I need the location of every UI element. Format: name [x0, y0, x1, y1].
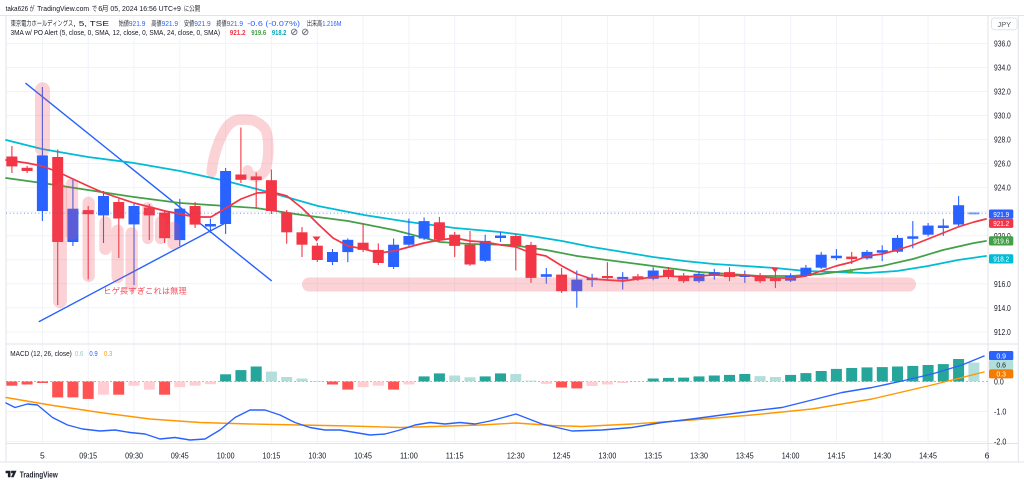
svg-text:-2.0: -2.0 — [994, 437, 1007, 447]
svg-text:912.0: 912.0 — [994, 327, 1011, 337]
svg-text:10:30: 10:30 — [308, 450, 326, 460]
svg-text:936.0: 936.0 — [994, 39, 1011, 49]
svg-text:928.0: 928.0 — [994, 135, 1011, 145]
svg-text:09:30: 09:30 — [125, 450, 143, 460]
svg-text:6: 6 — [98, 4, 102, 13]
svg-text:920.0: 920.0 — [994, 231, 1011, 241]
svg-text:916.0: 916.0 — [994, 279, 1011, 289]
svg-text:-1.0: -1.0 — [994, 407, 1007, 417]
svg-text:932.0: 932.0 — [994, 87, 1011, 97]
svg-text:12:30: 12:30 — [507, 450, 525, 460]
svg-text:921.2: 921.2 — [993, 219, 1009, 228]
svg-text:0.9: 0.9 — [996, 351, 1006, 360]
svg-text:6: 6 — [985, 450, 990, 460]
svg-text:0.0: 0.0 — [994, 377, 1004, 387]
svg-text:10:45: 10:45 — [354, 450, 372, 460]
svg-text:921.9: 921.9 — [194, 19, 211, 28]
svg-text:13:30: 13:30 — [690, 450, 708, 460]
svg-text:05, 2024 16:56 UTC+9: 05, 2024 16:56 UTC+9 — [110, 4, 180, 13]
svg-text:11:00: 11:00 — [400, 450, 418, 460]
svg-text:TradingView.com: TradingView.com — [37, 4, 89, 13]
svg-text:taka626: taka626 — [6, 4, 29, 13]
svg-text:11:15: 11:15 — [446, 450, 464, 460]
svg-text:0.3: 0.3 — [996, 370, 1006, 379]
svg-text:921.9: 921.9 — [993, 210, 1009, 219]
svg-text:-0.6 (-0.07%): -0.6 (-0.07%) — [247, 19, 300, 28]
svg-text:0.6: 0.6 — [75, 349, 83, 358]
svg-text:13:15: 13:15 — [644, 450, 662, 460]
svg-text:934.0: 934.0 — [994, 63, 1011, 73]
svg-text:5: 5 — [40, 450, 45, 460]
svg-text:921.9: 921.9 — [129, 19, 146, 28]
svg-text:918.2: 918.2 — [272, 28, 287, 37]
svg-text:921.9: 921.9 — [227, 19, 244, 28]
svg-text:0.9: 0.9 — [89, 349, 97, 358]
svg-text:14:45: 14:45 — [919, 450, 937, 460]
svg-text:14:30: 14:30 — [873, 450, 891, 460]
svg-text:919.6: 919.6 — [993, 237, 1009, 246]
svg-text:, 5, TSE: , 5, TSE — [73, 19, 109, 28]
svg-text:10:00: 10:00 — [217, 450, 235, 460]
svg-text:1.216M: 1.216M — [322, 19, 341, 28]
svg-text:12:45: 12:45 — [553, 450, 571, 460]
svg-text:09:45: 09:45 — [171, 450, 189, 460]
svg-text:921.9: 921.9 — [162, 19, 179, 28]
svg-text:09:15: 09:15 — [79, 450, 97, 460]
svg-text:924.0: 924.0 — [994, 183, 1011, 193]
svg-text:914.0: 914.0 — [994, 303, 1011, 313]
svg-text:921.2: 921.2 — [230, 28, 246, 37]
svg-text:919.6: 919.6 — [251, 28, 266, 37]
svg-text:13:45: 13:45 — [736, 450, 754, 460]
svg-text:10:15: 10:15 — [263, 450, 281, 460]
svg-text:3MA w/ PO Alert (5, close, 0,: 3MA w/ PO Alert (5, close, 0, SMA, 12, c… — [11, 28, 221, 37]
svg-text:TradingView: TradingView — [20, 470, 58, 480]
svg-text:918.2: 918.2 — [993, 255, 1009, 264]
svg-text:13:00: 13:00 — [598, 450, 616, 460]
svg-text:926.0: 926.0 — [994, 159, 1011, 169]
svg-text:0.6: 0.6 — [996, 360, 1006, 369]
svg-text:14:00: 14:00 — [782, 450, 800, 460]
svg-text:MACD (12, 26, close): MACD (12, 26, close) — [10, 349, 72, 358]
svg-text:JPY: JPY — [998, 20, 1012, 29]
svg-text:930.0: 930.0 — [994, 111, 1011, 121]
svg-text:14:15: 14:15 — [828, 450, 846, 460]
svg-text:0.3: 0.3 — [104, 349, 112, 358]
